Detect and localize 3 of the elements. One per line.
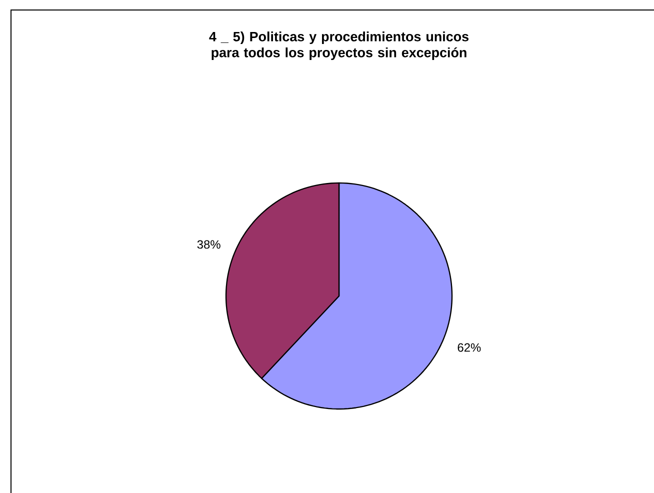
chart-title: 4 _ 5) Politicas y procedimientos unicos para todos los proyectos sin excepción <box>209 32 468 60</box>
data-label: 38% <box>197 240 220 249</box>
data-label: 62% <box>458 343 481 352</box>
